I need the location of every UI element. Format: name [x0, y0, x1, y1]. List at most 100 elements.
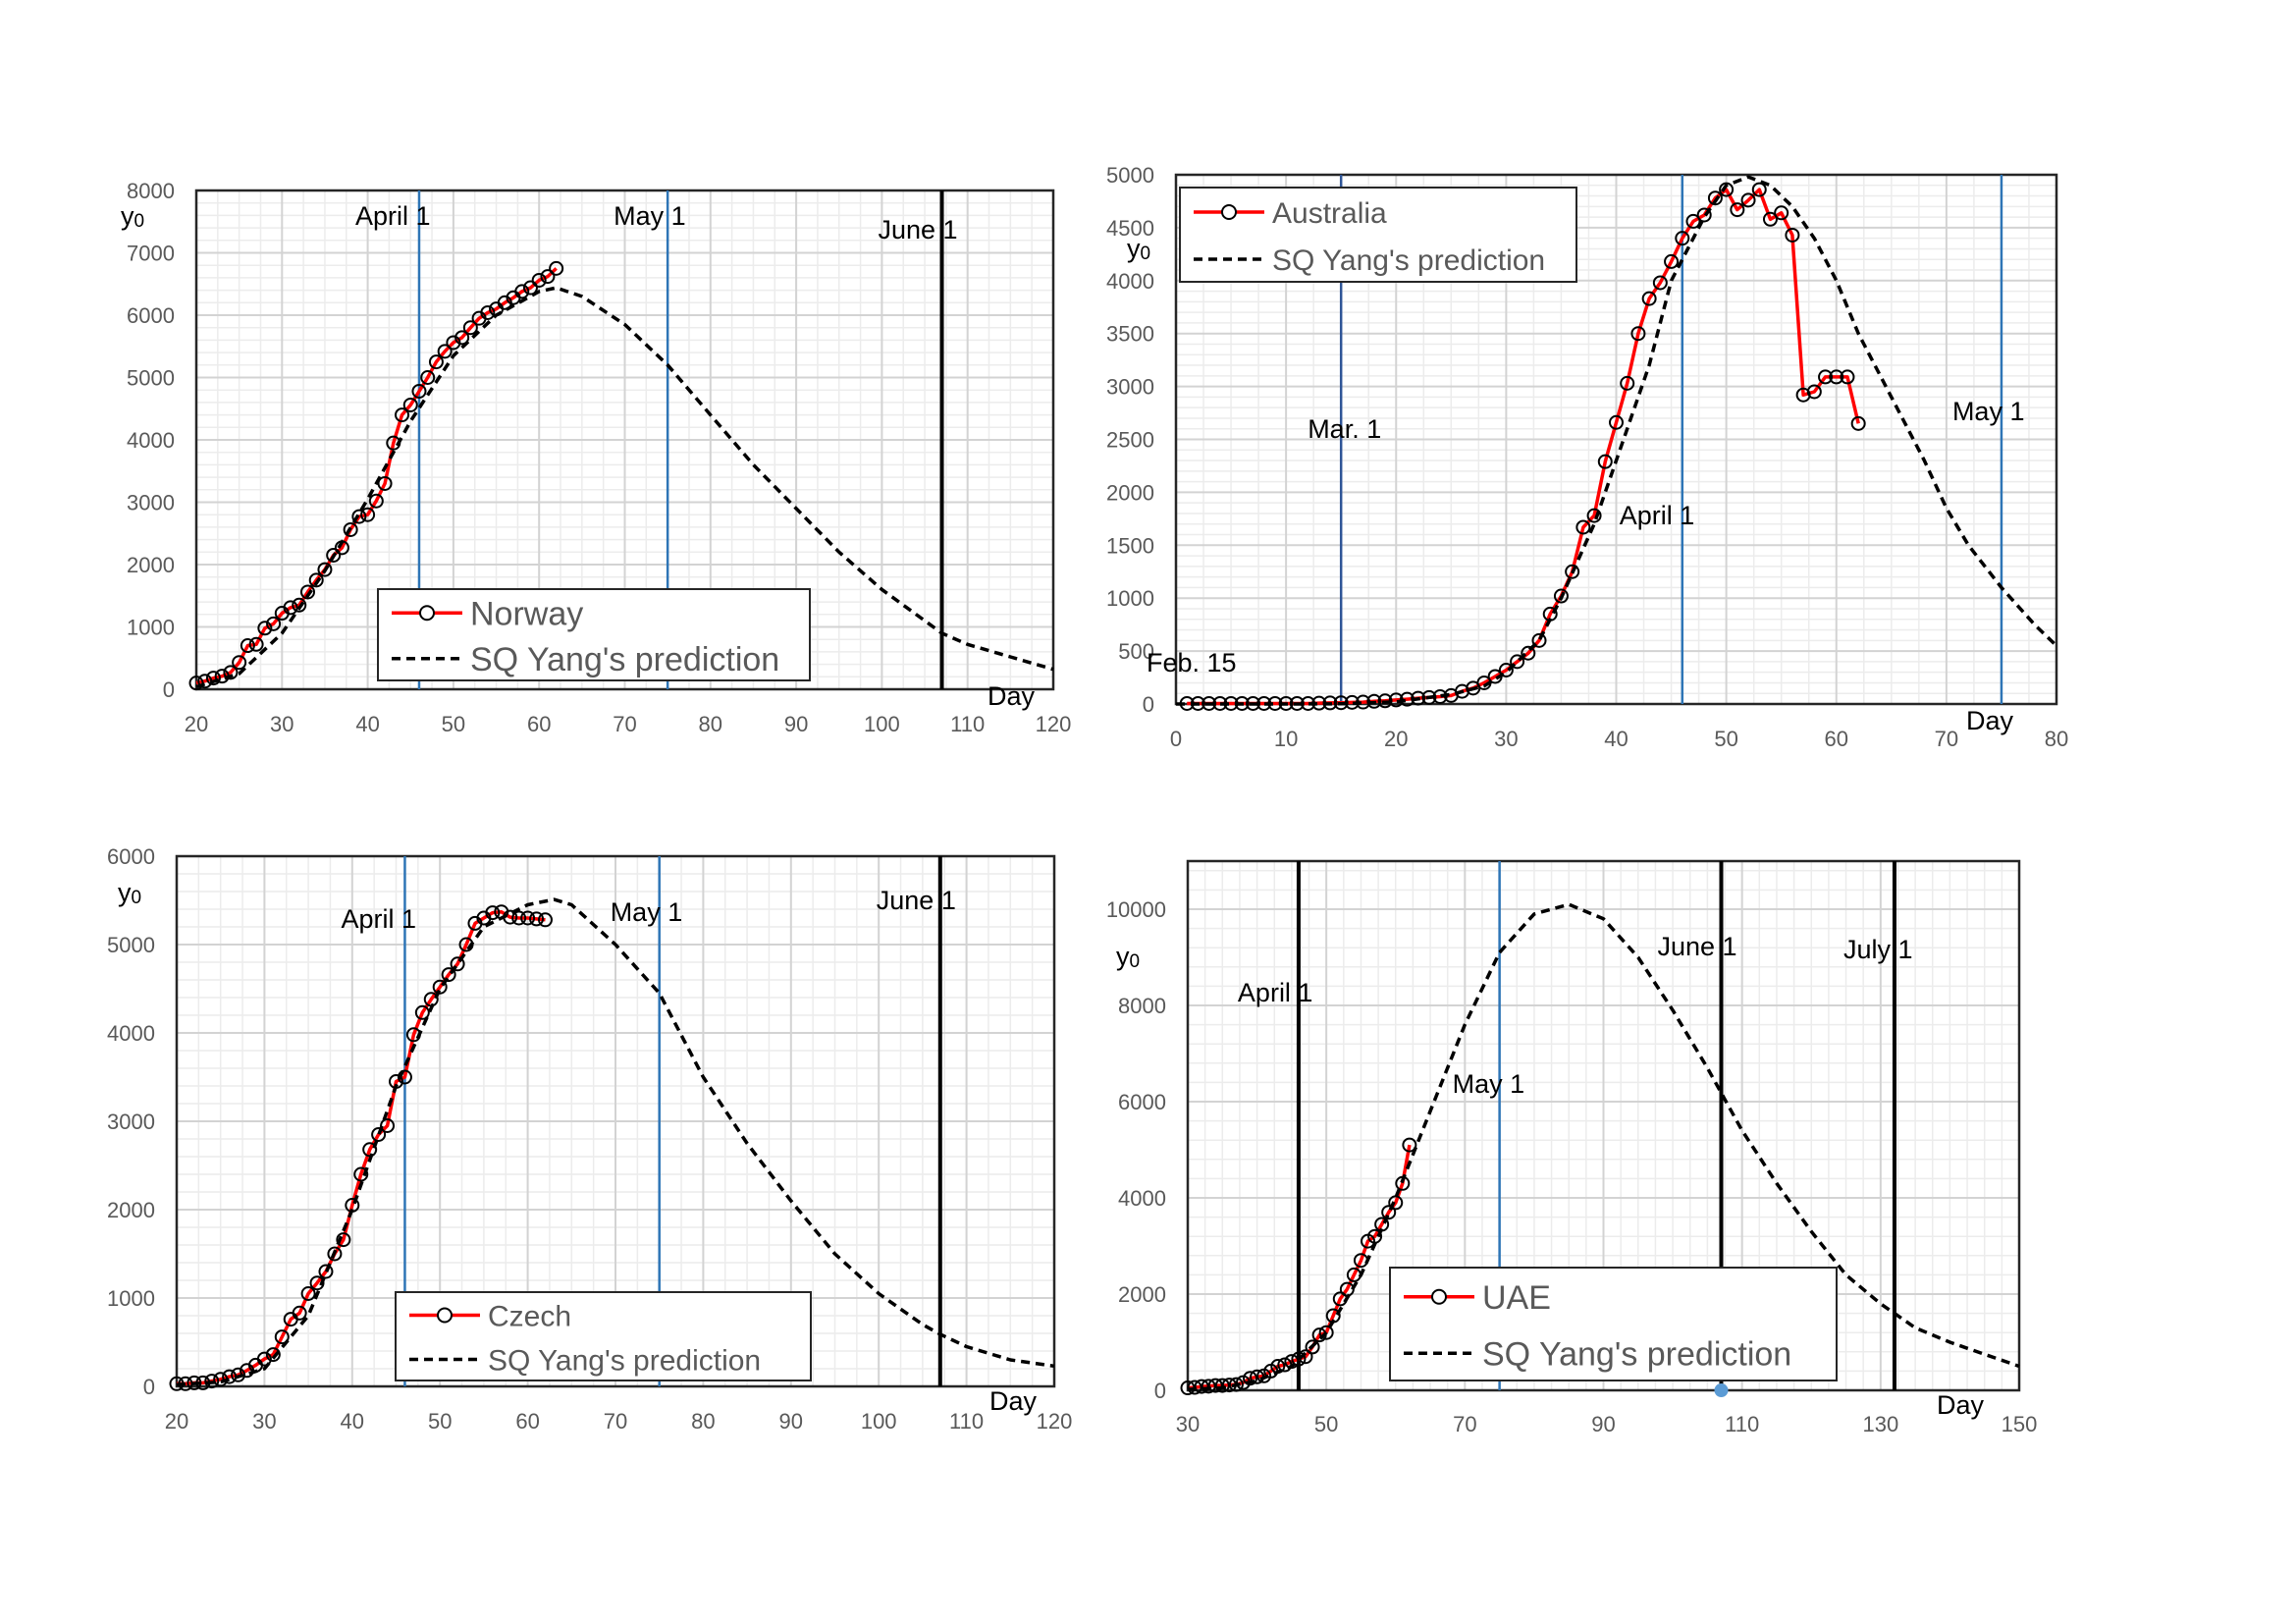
x-tick-label: 110 — [950, 712, 985, 736]
data-point — [377, 475, 393, 491]
legend-swatch-marker — [1431, 1288, 1447, 1305]
x-tick-label: 30 — [270, 712, 294, 736]
x-tick-label: 0 — [1170, 727, 1182, 751]
data-point — [1228, 1377, 1244, 1392]
data-point — [283, 600, 298, 616]
chart-panel: 20 30 40 50 60 70 80 90 100 110 120 0 1000 2000 3000 40… — [121, 179, 1071, 736]
x-tick-label: 90 — [1591, 1412, 1615, 1436]
y-tick-label: 4000 — [107, 1021, 155, 1046]
data-point — [1318, 1325, 1334, 1340]
date-marker-label: April 1 — [355, 201, 431, 231]
x-tick-label: 50 — [442, 712, 465, 736]
data-point — [1201, 1379, 1216, 1394]
x-tick-label: 90 — [779, 1409, 803, 1434]
data-point — [514, 284, 530, 299]
data-point — [1751, 182, 1767, 197]
x-tick-label: 70 — [1453, 1412, 1476, 1436]
y-tick-label: 5000 — [1106, 163, 1154, 188]
legend-label: SQ Yang's prediction — [1272, 244, 1545, 277]
data-point — [317, 562, 333, 577]
y-tick-label: 500 — [1118, 639, 1154, 664]
x-tick-label: 30 — [1176, 1412, 1200, 1436]
data-point — [318, 1264, 334, 1279]
data-point — [300, 1286, 316, 1301]
y-tick-label: 2000 — [1106, 480, 1154, 505]
data-point — [188, 676, 204, 691]
y-tick-label: 8000 — [127, 179, 175, 203]
data-point — [511, 910, 527, 926]
plot-frame — [1174, 173, 2058, 706]
data-point — [1641, 291, 1657, 306]
y-tick-label: 10000 — [1106, 897, 1166, 922]
x-tick-label: 80 — [2045, 727, 2068, 751]
x-tick-label: 70 — [613, 712, 636, 736]
y-axis-label-letter: y — [1127, 234, 1141, 263]
data-point — [1565, 564, 1580, 579]
y-tick-label: 0 — [1143, 692, 1154, 717]
x-tick-label: 60 — [515, 1409, 539, 1434]
y-tick-label: 2500 — [1106, 428, 1154, 453]
y-axis-label: y0 — [1116, 942, 1140, 972]
x-tick-label: 50 — [1314, 1412, 1338, 1436]
x-tick-label: 110 — [1725, 1412, 1759, 1436]
prediction-series-line — [176, 897, 1055, 1386]
data-point — [371, 1127, 387, 1142]
data-point — [1510, 654, 1525, 670]
data-point — [336, 1232, 351, 1248]
data-point — [1609, 414, 1624, 430]
x-tick-label: 40 — [1604, 727, 1628, 751]
x-tick-label: 70 — [604, 1409, 627, 1434]
data-point — [1685, 213, 1701, 229]
data-point — [351, 509, 367, 524]
data-point — [204, 1374, 220, 1389]
y-tick-label: 3000 — [127, 491, 175, 515]
data-point — [266, 616, 282, 631]
x-tick-label: 20 — [165, 1409, 188, 1434]
data-point — [1207, 1378, 1223, 1393]
y-tick-label: 5000 — [107, 933, 155, 957]
data-point — [520, 910, 536, 926]
legend-label: Czech — [488, 1300, 571, 1332]
y-axis-label: y0 — [1127, 234, 1150, 264]
data-point — [1785, 227, 1800, 243]
data-point — [420, 370, 436, 385]
data-point — [1214, 1378, 1230, 1393]
y-tick-label: 1000 — [107, 1286, 155, 1311]
data-point — [1696, 207, 1712, 223]
date-marker-label: May 1 — [1453, 1069, 1525, 1099]
legend-box — [1179, 187, 1577, 283]
data-point — [1553, 588, 1569, 604]
x-tick-label: 50 — [428, 1409, 452, 1434]
data-point — [540, 269, 556, 285]
x-tick-label: 30 — [1494, 727, 1518, 751]
data-point — [248, 636, 264, 652]
data-point — [1740, 192, 1756, 208]
date-marker-label: July 1 — [1843, 935, 1913, 964]
data-point — [1402, 1137, 1417, 1153]
y-tick-label: 2000 — [107, 1198, 155, 1222]
data-point — [360, 507, 376, 522]
data-point — [414, 1004, 430, 1020]
legend-label: SQ Yang's prediction — [1482, 1335, 1791, 1373]
legend-box — [1389, 1267, 1838, 1381]
data-point — [450, 956, 465, 972]
data-point — [231, 1367, 246, 1382]
x-tick-label: 120 — [1036, 712, 1072, 736]
date-marker-label: June 1 — [879, 215, 958, 244]
y-tick-label: 1000 — [1106, 586, 1154, 611]
date-marker-label: April 1 — [1620, 501, 1695, 530]
data-point — [187, 1375, 202, 1390]
data-point — [1840, 369, 1855, 385]
data-point — [256, 1351, 272, 1367]
data-point — [432, 979, 448, 995]
x-tick-label: 70 — [1935, 727, 1958, 751]
y-tick-label: 4500 — [1106, 216, 1154, 241]
data-point — [1719, 182, 1735, 197]
legend-label: SQ Yang's prediction — [488, 1344, 761, 1377]
x-tick-label: 60 — [527, 712, 551, 736]
data-point — [1664, 253, 1680, 269]
y-tick-label: 5000 — [127, 366, 175, 391]
data-point — [1245, 695, 1260, 711]
x-tick-label: 40 — [341, 1409, 364, 1434]
